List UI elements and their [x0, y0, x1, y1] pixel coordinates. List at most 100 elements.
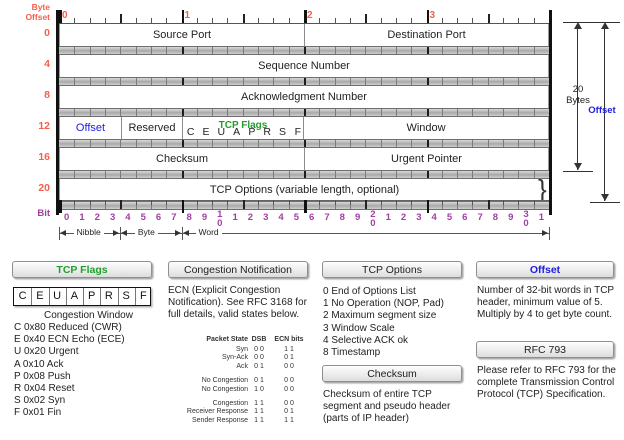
tcp-flag-bit-e: E [202, 126, 210, 138]
bit-ruler-tick [120, 200, 123, 209]
bit-ruler-tick [227, 200, 229, 205]
byte-offset-4: 4 [44, 58, 50, 70]
byte-ruler-number: 0 [62, 10, 68, 21]
bit-ruler-number: 1 [538, 212, 544, 223]
flag-letter-p: P [87, 290, 96, 302]
byte-ruler-tick [288, 18, 290, 23]
byte-ruler-tick [120, 14, 123, 23]
tcp-flag-bit-a: A [233, 126, 241, 138]
bit-ruler-tick [503, 200, 505, 205]
byte-ruler-number: 3 [429, 10, 436, 21]
bit-ruler-tick [166, 200, 168, 205]
byte-ruler-tick [533, 18, 535, 23]
bit-ruler-tick [441, 200, 443, 205]
byte-offset-16: 16 [38, 151, 50, 163]
bit-ruler-number: 8 [186, 212, 192, 223]
checksum-description: Checksum of entire TCP segment and pseud… [323, 389, 451, 425]
tcp-option-entry: 8 Timestamp [323, 347, 381, 359]
bit-ruler-tick [89, 200, 91, 205]
tcp-flag-bit-p: P [248, 126, 256, 138]
field-checksum: Checksum [156, 153, 208, 165]
byte-ruler-tick [258, 18, 260, 23]
byte-ruler-tick [380, 18, 382, 23]
bit-ruler-tick [104, 200, 106, 205]
tcp-flag-bit-r: R [263, 126, 272, 138]
row-source-destination-port: Source Port Destination Port [59, 24, 549, 46]
field-source-port: Source Port [152, 29, 212, 41]
field-offset: Offset [75, 122, 106, 134]
bit-ruler-tick [135, 200, 137, 205]
byte-offset-12: 12 [38, 120, 50, 132]
bit-ruler-number: 6 [309, 212, 315, 223]
dimension-20-bytes-line2: Bytes [566, 95, 590, 106]
flag-letter-c: C [18, 290, 27, 302]
bit-ruler-number: 9 [508, 212, 514, 223]
bit-ruler-number: 7 [171, 212, 177, 223]
flag-letter-s: S [122, 290, 130, 302]
tcp-flags-entry-list: C 0x80 Reduced (CWR) E 0x40 ECN Echo (ECE… [14, 322, 164, 420]
bit-ruler-tick [349, 200, 351, 205]
bit-ruler-tick [288, 200, 290, 205]
row-separator-3 [59, 139, 549, 148]
byte-ruler-number: 1 [184, 10, 191, 21]
bit-ruler-number: 6 [155, 212, 162, 223]
bit-ruler-tick [196, 200, 198, 205]
flag-letter-e: E [36, 290, 44, 302]
bit-ruler-tick [380, 200, 382, 205]
field-window: Window [406, 122, 446, 134]
bit-ruler-tick [411, 200, 413, 205]
tcp-option-entry: 0 End of Options List [323, 286, 416, 297]
tcp-flag-entry: S 0x02 Syn [14, 395, 66, 407]
tcp-flag-entry: C 0x80 Reduced (CWR) [14, 322, 122, 333]
tcp-flag-entry: E 0x40 ECN Echo (ECE) [14, 334, 125, 346]
row-checksum-urgent-pointer: Checksum Urgent Pointer [59, 148, 549, 170]
byte-offset-0: 0 [44, 27, 50, 39]
byte-ruler-tick [273, 18, 275, 23]
byte-ruler-tick [411, 18, 413, 23]
bit-ruler-number: 4 [125, 212, 131, 223]
bit-ruler-number: 0 [64, 212, 70, 223]
bit-ruler-number: 8 [492, 212, 499, 223]
tcp-options-entry-list: 0 End of Options List 1 No Operation (NOP… [323, 286, 473, 359]
diagram-right-rail [549, 10, 552, 215]
byte-ruler-tick [457, 18, 459, 23]
panel-title-tcp-flags: TCP Flags [12, 261, 152, 278]
bit-ruler-number: 5 [446, 212, 453, 223]
ecn-table-header: Packet State DSB ECN bits [206, 336, 304, 343]
bit-ruler-number: 2 [247, 212, 254, 223]
bit-ruler-tick [319, 200, 321, 205]
byte-ruler-tick [135, 18, 137, 23]
tcp-flag-bit-f: F [294, 126, 302, 138]
bit-ruler-tick [549, 200, 552, 213]
tcp-option-entry: 3 Window Scale [323, 322, 395, 334]
dimension-offset-label: Offset [588, 105, 616, 116]
tcp-flag-bit-s: S [279, 126, 287, 138]
tcp-flag-entry: F 0x01 Fin [14, 407, 62, 419]
byte-ruler-tick [334, 18, 336, 23]
bit-ruler-tick [426, 200, 429, 213]
field-destination-port: Destination Port [304, 24, 548, 46]
measure-label-word: Word [195, 226, 222, 239]
bit-ruler-tick [395, 200, 397, 205]
byte-ruler-tick [441, 18, 443, 23]
byte-ruler-tick [487, 14, 490, 23]
byte-ruler-tick [365, 14, 368, 23]
byte-ruler-tick [104, 18, 106, 23]
byte-ruler: 0 1 2 3 [59, 10, 552, 24]
bit-ruler-number: 8 [339, 212, 345, 223]
row-sequence-number: Sequence Number [59, 55, 549, 77]
tcp-flag-entry: P 0x08 Push [14, 370, 71, 382]
bit-ruler-number: 4 [431, 212, 437, 223]
